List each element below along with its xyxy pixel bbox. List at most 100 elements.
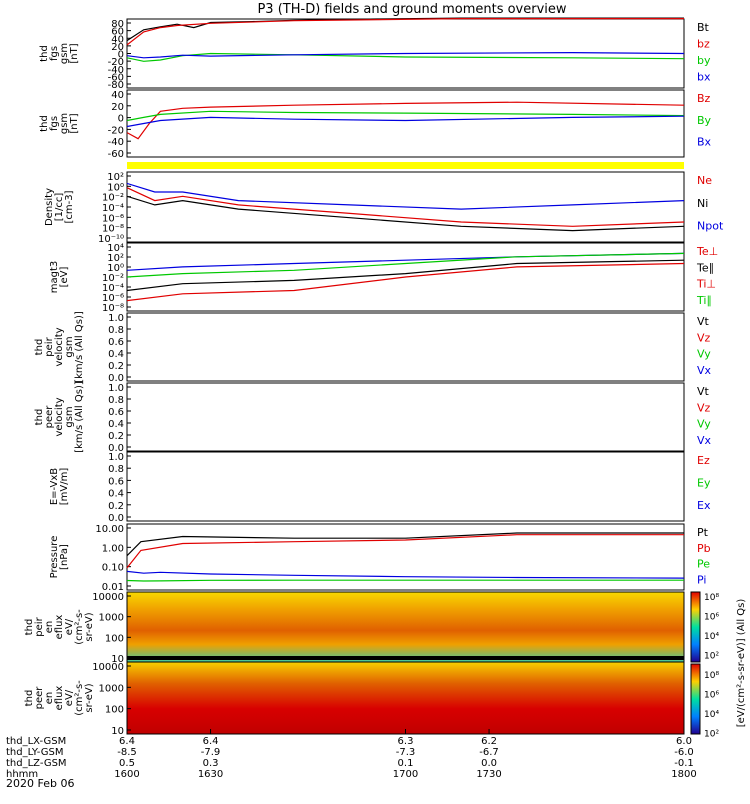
legend-Vx: Vx bbox=[697, 434, 712, 447]
legend-Vx: Vx bbox=[697, 364, 712, 377]
series-Pe bbox=[126, 579, 684, 582]
x-row-value: 1700 bbox=[393, 769, 418, 780]
y-tick-label: 10 bbox=[111, 726, 124, 737]
series-Te⊥ bbox=[126, 262, 685, 302]
y-axis-label: peer bbox=[44, 405, 55, 429]
x-row-value: 1730 bbox=[476, 769, 501, 780]
y-axis-label: eV/ bbox=[64, 689, 75, 706]
y-axis-label: thd bbox=[39, 45, 50, 62]
y-tick-label: 10000 bbox=[92, 662, 124, 673]
legend-Vz: Vz bbox=[697, 331, 711, 344]
y-axis-label: [nT] bbox=[69, 113, 80, 133]
colorbar-tick: 10⁴ bbox=[704, 632, 719, 642]
series-Ne bbox=[126, 187, 685, 227]
y-axis-label: eflux bbox=[54, 686, 65, 711]
y-tick-label: -60 bbox=[108, 149, 124, 160]
figure-title: P3 (TH-D) fields and ground moments over… bbox=[257, 2, 566, 17]
y-tick-label: -40 bbox=[108, 137, 124, 148]
panel-peer-eflux: 10000 1000 100 10 thd peer en eflux eV/(cm²-s-sr… bbox=[24, 661, 685, 737]
series-Npot bbox=[126, 182, 685, 210]
legend-Ex: Ex bbox=[697, 499, 711, 512]
y-tick-label: 0.2 bbox=[108, 501, 124, 512]
y-tick-label: -20 bbox=[108, 125, 124, 136]
colorbar: 10⁸ 10⁶ 10⁴ 10² 10⁸ 10⁶ 10⁴ 10² [eV/(cm²-s-sr-eV… bbox=[690, 591, 747, 740]
panel-frame bbox=[126, 89, 685, 158]
y-tick-label: 40 bbox=[111, 34, 124, 45]
y-axis-label: Pressure bbox=[49, 536, 60, 579]
series-Ni bbox=[126, 195, 685, 232]
y-axis-label: [km/s (All Qs)] bbox=[74, 381, 85, 453]
y-tick-label: 0.01 bbox=[102, 582, 124, 593]
panel-efield: 1.00.80.6 0.40.20.0 E=-VxB [mV/m] Ez Ey Ex bbox=[49, 451, 711, 524]
legend-Bx: Bx bbox=[697, 136, 712, 149]
y-tick-label: 1.0 bbox=[108, 452, 124, 463]
y-axis-label: gsm bbox=[64, 336, 75, 357]
y-tick-label: 10⁻⁴ bbox=[102, 203, 124, 214]
quality-flag-bar bbox=[127, 162, 684, 169]
legend-Bt: Bt bbox=[697, 21, 710, 34]
y-tick-label: -20 bbox=[108, 57, 124, 68]
x-row-value: 0.1 bbox=[398, 758, 414, 769]
legend-Pt: Pt bbox=[697, 526, 709, 539]
series-By bbox=[126, 110, 685, 122]
x-row-value: -7.3 bbox=[396, 747, 416, 758]
y-tick-label: 0 bbox=[118, 50, 124, 61]
spectrogram-image bbox=[127, 592, 684, 662]
y-tick-label: 0.2 bbox=[108, 431, 124, 442]
colorbar-lower bbox=[690, 663, 701, 735]
y-tick-label: 1.00 bbox=[102, 543, 124, 554]
legend-Ti⊥: Ti⊥ bbox=[696, 278, 716, 291]
y-axis-label: [mV/m] bbox=[59, 468, 70, 506]
x-row-value: 1800 bbox=[671, 769, 696, 780]
x-row-value: 6.4 bbox=[119, 736, 135, 747]
y-tick-label: 0.4 bbox=[108, 419, 124, 430]
y-tick-label: 10⁰ bbox=[107, 263, 124, 274]
y-tick-label: 10⁻⁶ bbox=[102, 293, 124, 304]
legend-Vy: Vy bbox=[697, 348, 711, 361]
y-axis-label: eV/ bbox=[64, 618, 75, 635]
series-Bx bbox=[126, 115, 685, 128]
y-axis-label: peir bbox=[34, 616, 45, 636]
figure-date: 2020 Feb 06 bbox=[6, 777, 74, 790]
y-axis-label: thd bbox=[34, 339, 45, 356]
y-tick-label: 0.6 bbox=[108, 407, 124, 418]
y-axis-label: gsm bbox=[59, 43, 70, 64]
y-tick-label: 0.0 bbox=[108, 513, 124, 524]
x-row-value: 0.3 bbox=[203, 758, 219, 769]
y-tick-label: 10⁰ bbox=[107, 182, 124, 193]
y-axis-label: peer bbox=[34, 686, 45, 710]
legend-bx: bx bbox=[697, 71, 711, 84]
colorbar-tick: 10⁸ bbox=[704, 671, 719, 681]
y-axis-label: (cm²-s- bbox=[74, 680, 85, 716]
y-tick-label: 10⁻⁶ bbox=[102, 213, 124, 224]
y-tick-label: 10⁻⁸ bbox=[102, 224, 124, 235]
x-row-value: 6.2 bbox=[481, 736, 497, 747]
y-tick-label: 10⁻² bbox=[102, 273, 124, 284]
x-row-label: thd_LY-GSM bbox=[6, 747, 63, 758]
y-axis-label: thd bbox=[39, 115, 50, 132]
y-tick-label: 0 bbox=[118, 114, 124, 125]
legend-bz: bz bbox=[697, 38, 710, 51]
y-axis-label: en bbox=[44, 621, 55, 634]
y-axis-label: E=-VxB bbox=[49, 468, 60, 505]
legend-Vt: Vt bbox=[697, 315, 710, 328]
panel-peir-velocity: 1.00.80.60.40.20.0 thd peir velocity gsm [km/… bbox=[34, 311, 712, 384]
y-tick-label: 60 bbox=[111, 27, 124, 38]
legend-Bz: Bz bbox=[697, 92, 711, 105]
series-Ti∥ bbox=[126, 252, 685, 278]
y-axis-label: sr-eV) bbox=[84, 683, 95, 712]
colorbar-tick: 10² bbox=[704, 652, 719, 662]
legend-Vt: Vt bbox=[697, 385, 710, 398]
y-tick-label: 0.0 bbox=[108, 443, 124, 454]
panel-peir-eflux: 10000 1000 100 10 thd peir en eflux eV/(cm²-s-sr… bbox=[24, 591, 685, 665]
y-tick-label: 0.6 bbox=[108, 476, 124, 487]
y-tick-label: 1.0 bbox=[108, 313, 124, 324]
y-tick-label: 10000 bbox=[92, 592, 124, 603]
y-axis-label: velocity bbox=[54, 397, 65, 436]
spectrogram-floor-band bbox=[127, 656, 684, 660]
colorbar-upper bbox=[690, 591, 701, 663]
spectrogram-image bbox=[127, 662, 684, 734]
